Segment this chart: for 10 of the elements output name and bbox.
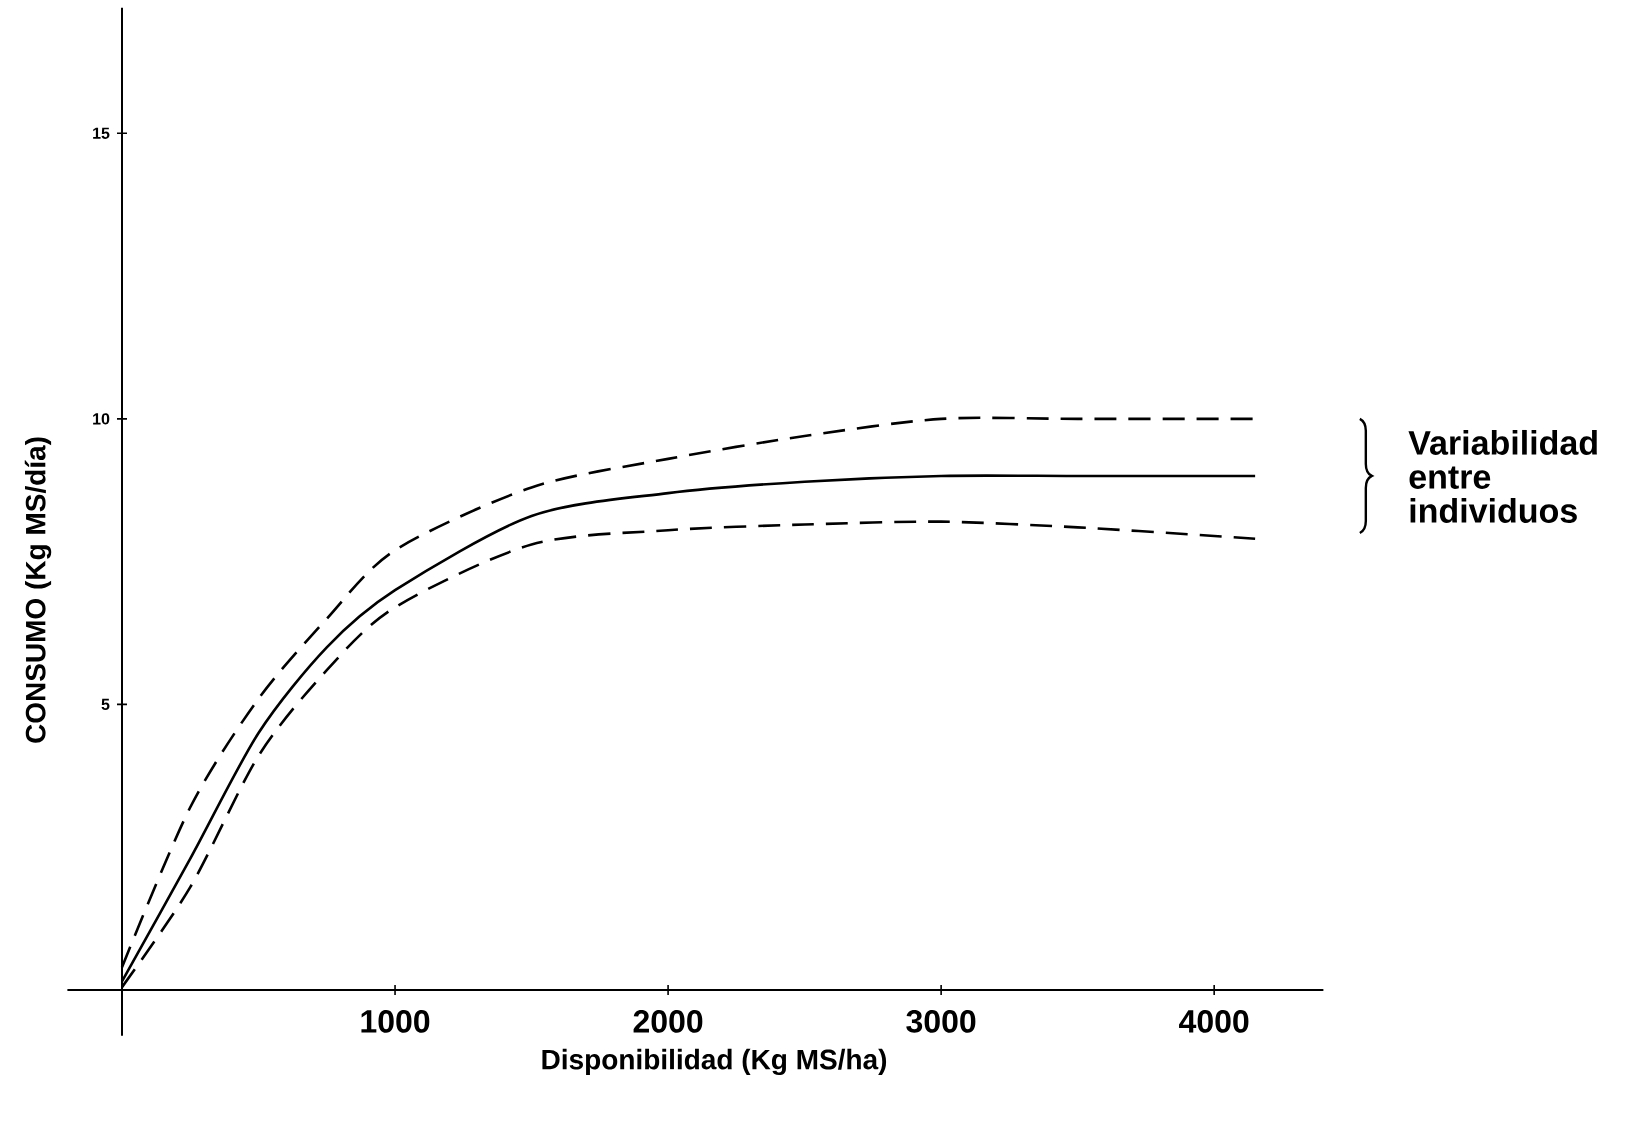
x-axis-title: Disponibilidad (Kg MS/ha) (542, 1048, 887, 1076)
x-tick-label: 1000 (361, 1010, 430, 1033)
y-tick-label: 10 (93, 413, 110, 425)
text: Variabilidad entre individuos (1408, 429, 1597, 523)
y-tick-label: 5 (101, 698, 110, 711)
x-tick-label: 4000 (1179, 1010, 1249, 1033)
x-tick-label: 3000 (906, 1010, 976, 1033)
y-tick-label: 15 (93, 127, 110, 139)
y-axis-title: CONSUMO (Kg MS/día) (24, 437, 52, 743)
x-tick-label: 2000 (633, 1010, 703, 1033)
